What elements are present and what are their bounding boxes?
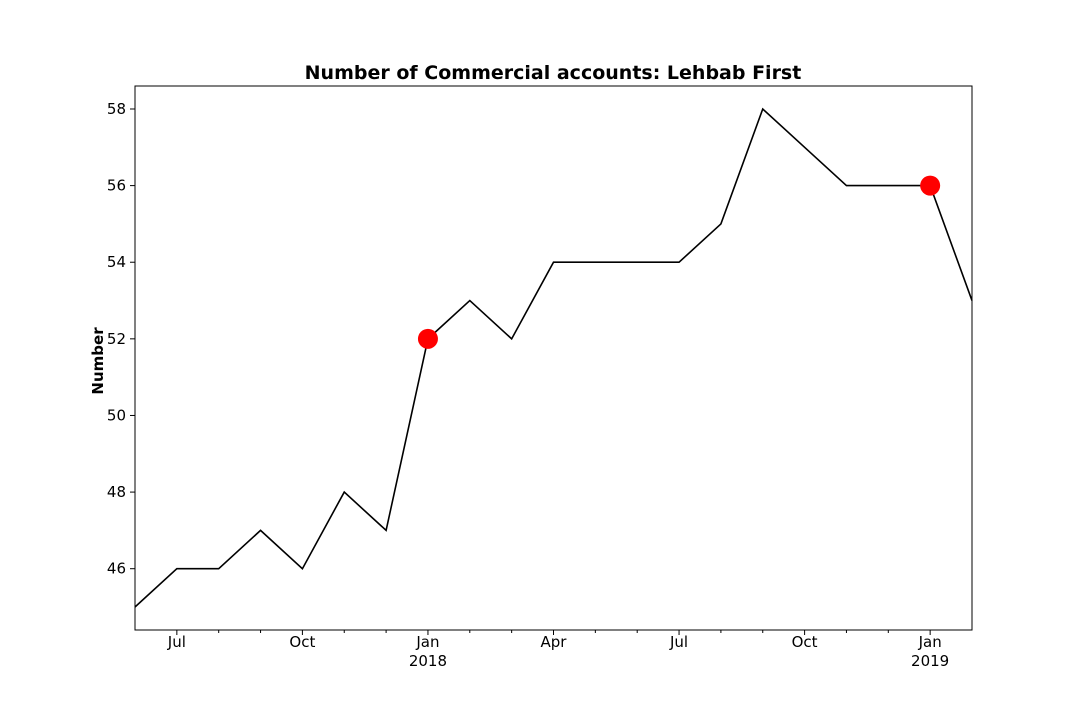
y-tick-label: 48: [107, 483, 126, 501]
x-tick-label: Jan: [918, 633, 942, 651]
x-tick-label: Jul: [167, 633, 186, 651]
x-tick-label: Jan: [415, 633, 439, 651]
x-tick-year-label: 2019: [911, 652, 949, 670]
x-tick-year-label: 2018: [409, 652, 447, 670]
y-tick-label: 58: [107, 100, 126, 118]
x-tick-label: Oct: [289, 633, 315, 651]
highlight-marker: [920, 175, 941, 196]
y-tick-label: 52: [107, 330, 126, 348]
y-tick-label: 50: [107, 406, 126, 424]
series-line: [134, 107, 973, 608]
x-tick-label: Apr: [541, 633, 568, 651]
chart-title: Number of Commercial accounts: Lehbab Fi…: [305, 62, 802, 84]
x-tick-label: Oct: [792, 633, 818, 651]
y-axis-title: Number: [89, 327, 107, 395]
y-tick-label: 46: [107, 560, 126, 578]
x-tick-label: Jul: [669, 633, 688, 651]
y-tick-label: 54: [107, 253, 126, 271]
y-tick-label: 56: [107, 177, 126, 195]
highlight-marker: [417, 328, 438, 349]
